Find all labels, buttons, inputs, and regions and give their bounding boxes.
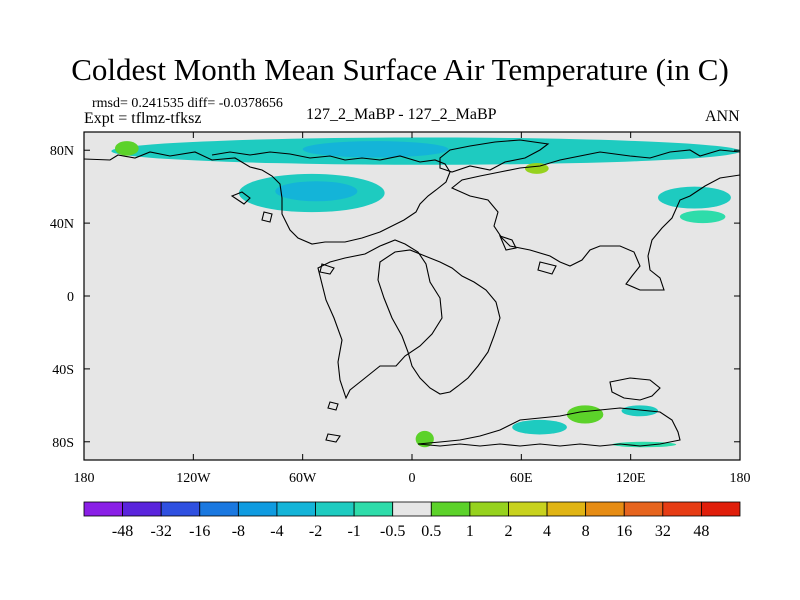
africa-eurasia-outline (450, 149, 740, 291)
south-america-outline (317, 239, 443, 400)
australia-outline (609, 377, 661, 401)
x-tick-label: 120E (616, 471, 646, 486)
anomaly-north-america-core (275, 181, 358, 202)
colorbar-swatch (585, 501, 625, 517)
y-tick-label: 40S (52, 363, 74, 378)
colorbar-label: -8 (232, 523, 245, 540)
colorbar-label: 2 (504, 523, 512, 540)
colorbar: -48 -32 -16 -8 -4 -2 -1 -0.5 0.5 1 2 4 8 16 32 48 (83, 501, 741, 540)
colorbar-swatch (392, 501, 432, 517)
colorbar-swatch (701, 501, 741, 517)
antarctica-outline (417, 407, 681, 447)
continent-outlines (84, 139, 740, 447)
colorbar-swatch (315, 501, 355, 517)
colorbar-swatch (623, 501, 664, 517)
colorbar-swatch (546, 501, 587, 517)
map-background (84, 132, 740, 460)
colorbar-swatch (353, 501, 394, 517)
anomaly-east-asia-cold (658, 186, 731, 209)
colorbar-swatch (160, 501, 201, 517)
anomaly-arctic-core (302, 141, 449, 158)
x-tick-label: 0 (409, 471, 416, 486)
y-axis: 80N 40N 0 40S 80S (50, 144, 740, 451)
colorbar-label: 8 (582, 523, 590, 540)
x-tick-label: 180 (74, 471, 95, 486)
colorbar-label: 0.5 (421, 523, 441, 540)
colorbar-label: -48 (112, 523, 133, 540)
colorbar-label: 32 (655, 523, 671, 540)
anomaly-alaska-warm (114, 141, 139, 156)
x-tick-label: 60W (289, 471, 317, 486)
colorbar-swatch (83, 501, 123, 517)
anomaly-antarctic-cold (621, 405, 658, 417)
anomaly-antarctic-warm (566, 405, 604, 424)
colorbar-label: -2 (309, 523, 322, 540)
anomaly-antarctic-mid-cold (512, 419, 567, 435)
colorbar-label: 4 (543, 523, 551, 540)
north-america-outline (84, 151, 451, 245)
colorbar-label: -16 (189, 523, 210, 540)
colorbar-label: 1 (466, 523, 474, 540)
colorbar-label: 16 (616, 523, 632, 540)
y-tick-label: 80N (50, 144, 74, 159)
chart-title: Coldest Month Mean Surface Air Temperatu… (71, 52, 729, 87)
x-axis: 180 120W 60W 0 60E 120E 180 (74, 132, 751, 486)
colorbar-label: -0.5 (380, 523, 405, 540)
anomaly-layer (111, 137, 740, 448)
colorbar-swatch (276, 501, 316, 517)
colorbar-label: 48 (693, 523, 709, 540)
x-tick-label: 180 (730, 471, 751, 486)
colorbar-swatch (199, 501, 239, 517)
y-tick-label: 0 (67, 290, 74, 305)
colorbar-swatch (237, 501, 278, 517)
anomaly-antarctic-coast-cold (612, 441, 677, 448)
colorbar-swatch (430, 501, 471, 517)
case-label: 127_2_MaBP - 127_2_MaBP (306, 106, 497, 123)
colorbar-swatch (122, 501, 162, 517)
small-islands-outline (230, 191, 557, 443)
colorbar-swatch (662, 501, 702, 517)
y-tick-label: 80S (52, 436, 74, 451)
stats-text: rmsd= 0.241535 diff= -0.0378656 (92, 96, 283, 111)
colorbar-swatch (469, 501, 509, 517)
anomaly-pacific-cold (679, 210, 726, 224)
colorbar-label: -1 (347, 523, 360, 540)
africa-south-outline (377, 249, 501, 395)
season-label: ANN (705, 108, 740, 125)
colorbar-label: -4 (270, 523, 283, 540)
x-tick-label: 120W (176, 471, 211, 486)
experiment-label: Expt = tflmz-tfksz (84, 110, 202, 127)
x-tick-label: 60E (510, 471, 533, 486)
y-tick-label: 40N (50, 217, 74, 232)
colorbar-swatch (508, 501, 548, 517)
colorbar-label: -32 (151, 523, 172, 540)
greenland-outline (439, 139, 550, 173)
